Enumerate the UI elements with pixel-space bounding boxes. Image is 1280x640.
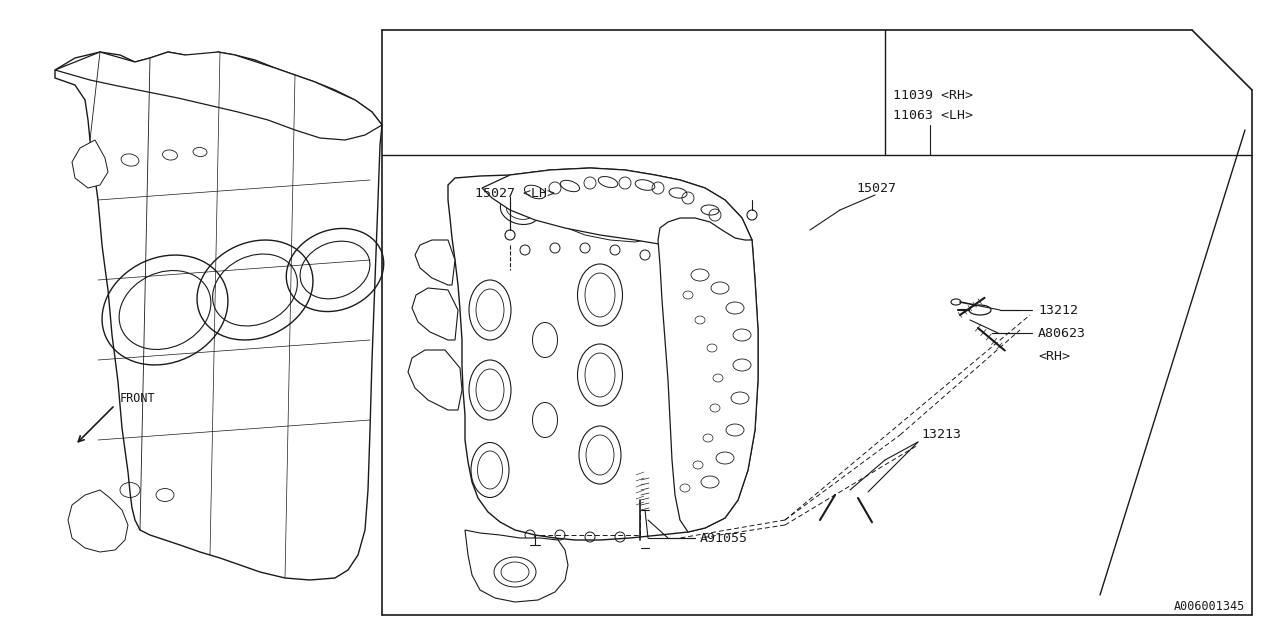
Polygon shape — [68, 490, 128, 552]
Text: 13212: 13212 — [1038, 303, 1078, 317]
Text: 13213: 13213 — [922, 429, 961, 442]
Polygon shape — [412, 288, 458, 340]
Text: A91055: A91055 — [700, 531, 748, 545]
Text: 11063 <LH>: 11063 <LH> — [893, 109, 973, 122]
Polygon shape — [415, 240, 454, 285]
Polygon shape — [465, 530, 568, 602]
Text: A006001345: A006001345 — [1174, 600, 1245, 614]
Text: 15027 <LH>: 15027 <LH> — [475, 186, 556, 200]
Text: <RH>: <RH> — [1038, 349, 1070, 362]
Text: 15027: 15027 — [856, 182, 896, 195]
Polygon shape — [55, 52, 381, 140]
Polygon shape — [483, 168, 753, 248]
Polygon shape — [658, 218, 758, 532]
Text: 11039 <RH>: 11039 <RH> — [893, 88, 973, 102]
Polygon shape — [448, 168, 758, 540]
Polygon shape — [55, 52, 381, 580]
Polygon shape — [72, 140, 108, 188]
Polygon shape — [408, 350, 462, 410]
Text: A80623: A80623 — [1038, 326, 1085, 339]
Text: FRONT: FRONT — [120, 392, 156, 404]
